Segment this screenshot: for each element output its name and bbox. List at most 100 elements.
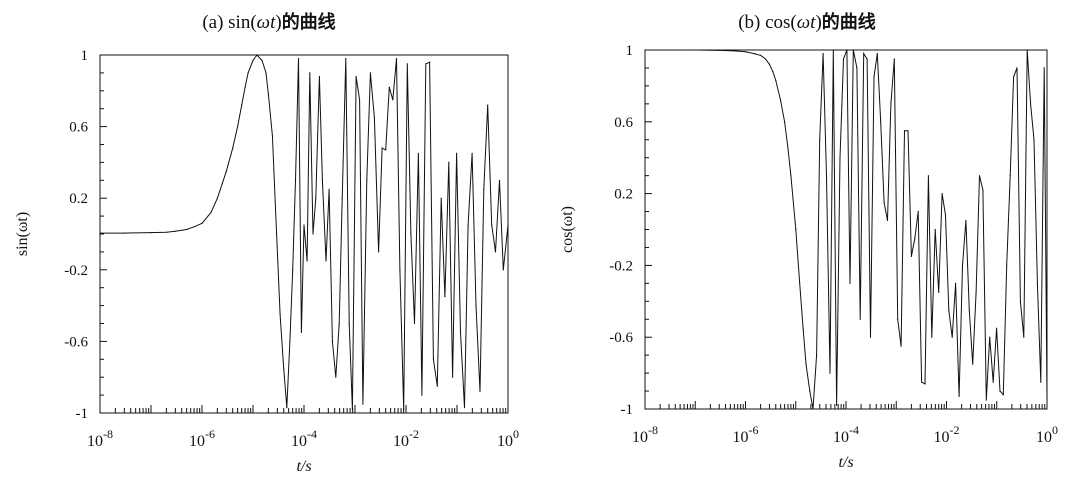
data-point <box>1006 264 1008 266</box>
data-point <box>341 197 343 199</box>
data-point <box>355 75 357 78</box>
data-point <box>910 255 912 257</box>
data-point <box>900 345 902 347</box>
data-point <box>216 197 218 199</box>
data-point <box>232 147 234 149</box>
data-point <box>378 251 380 253</box>
data-point <box>968 309 970 311</box>
data-point <box>1040 381 1042 383</box>
data-point <box>941 193 943 195</box>
data-point <box>193 226 195 228</box>
data-point <box>483 188 485 190</box>
data-point <box>866 58 868 60</box>
data-point <box>403 408 405 410</box>
data-point <box>886 219 889 222</box>
data-point <box>982 189 984 191</box>
y-axis-label: sin(ωt) <box>14 212 31 256</box>
data-point <box>849 282 851 284</box>
data-point <box>315 197 317 199</box>
data-point <box>362 403 364 405</box>
data-point <box>292 269 294 271</box>
data-point <box>271 135 273 137</box>
data-point <box>392 99 394 101</box>
data-point <box>267 93 269 95</box>
data-point <box>283 367 285 369</box>
data-point <box>321 179 323 181</box>
data-point <box>150 232 152 234</box>
data-point <box>1023 336 1025 338</box>
data-point <box>507 224 509 226</box>
data-point <box>897 318 899 320</box>
data-point <box>829 372 831 374</box>
data-point <box>328 188 330 190</box>
data-point <box>809 390 811 392</box>
data-point <box>256 54 258 56</box>
y-tick-label: -1 <box>76 406 89 422</box>
data-point <box>760 54 762 57</box>
data-point <box>237 126 239 128</box>
chart-panel-sin: (a) sin(ωt)的曲线 1 0.6 0.2 -0.2 -0.6 -1 10-8 10-6… <box>14 12 519 475</box>
x-tick-label: 10-4 <box>833 423 859 446</box>
data-point <box>359 99 361 101</box>
data-point <box>921 381 923 383</box>
data-point <box>787 148 789 150</box>
data-point <box>784 121 786 123</box>
data-point <box>1016 67 1018 69</box>
data-point <box>927 175 929 177</box>
data-point <box>247 72 249 74</box>
data-point <box>410 233 412 235</box>
data-point <box>883 202 885 204</box>
data-point <box>873 76 875 78</box>
y-tick-label: 0.6 <box>69 120 88 136</box>
data-point <box>944 214 947 216</box>
chart-title-prefix: (b) cos( <box>738 12 797 33</box>
data-point <box>471 152 473 154</box>
data-point <box>694 49 696 51</box>
y-axis-label: cos(ωt) <box>559 206 576 253</box>
data-point <box>839 157 841 159</box>
x-tick-label: 10-8 <box>87 427 113 450</box>
data-point <box>425 63 427 65</box>
data-point <box>279 314 281 316</box>
data-point <box>123 232 125 234</box>
data-point <box>345 58 347 60</box>
data-point <box>938 291 940 293</box>
data-point <box>325 260 327 262</box>
data-point <box>903 130 906 132</box>
data-point <box>399 269 401 271</box>
data-point <box>463 407 466 409</box>
x-tick-label: 10-2 <box>934 423 960 446</box>
data-point <box>816 354 818 356</box>
data-point <box>795 228 797 231</box>
data-point <box>999 390 1001 392</box>
data-point <box>381 147 383 149</box>
data-point <box>373 117 375 119</box>
data-point <box>1002 394 1004 396</box>
chart-panel-cos: (b) cos(ωt)的曲线 1 0.6 0.2 -0.2 -0.6 -1 10-8 10-6… <box>538 0 1076 491</box>
data-point <box>733 50 735 52</box>
data-point <box>775 79 777 82</box>
data-point <box>294 179 297 181</box>
data-point <box>907 130 909 132</box>
data-point <box>917 210 919 213</box>
data-point <box>498 179 501 181</box>
x-tick-label: 10-6 <box>189 427 215 450</box>
data-point <box>186 228 188 231</box>
data-point <box>432 358 434 360</box>
data-point <box>1009 175 1011 177</box>
data-point <box>832 49 834 51</box>
x-tick-label: 100 <box>1036 423 1058 446</box>
data-point <box>890 103 892 105</box>
y-tick-label: -0.2 <box>609 258 633 274</box>
x-axis-label: t/s <box>838 454 853 471</box>
data-point <box>335 376 337 378</box>
y-tick-label: 1 <box>81 48 89 64</box>
data-point <box>863 53 865 55</box>
data-point <box>989 336 991 338</box>
y-tick-label: 0.2 <box>69 191 88 207</box>
data-point <box>1026 49 1028 51</box>
data-point <box>297 58 300 60</box>
data-point <box>475 305 477 307</box>
x-tick-label: 10-2 <box>393 427 419 450</box>
data-point <box>744 51 747 53</box>
